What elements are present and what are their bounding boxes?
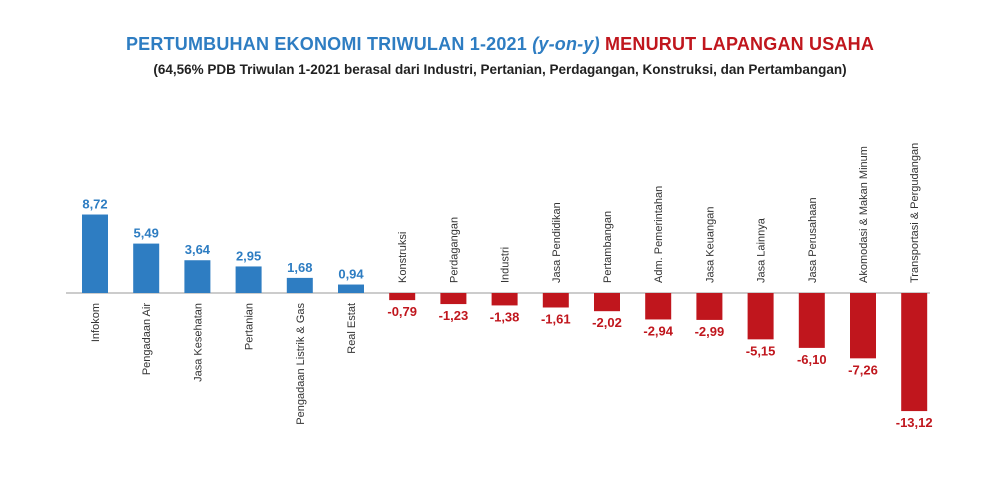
category-label: Pengadaan Air xyxy=(141,303,153,376)
bar xyxy=(645,293,672,320)
bar xyxy=(747,293,774,340)
bar xyxy=(850,293,876,359)
category-label: Pertanian xyxy=(244,303,256,350)
category-label: Jasa Pendidikan xyxy=(551,202,563,283)
category-label: Jasa Perusahaan xyxy=(807,197,819,283)
data-label: -5,15 xyxy=(746,343,776,358)
bar xyxy=(542,293,569,308)
bar xyxy=(594,293,620,312)
bar xyxy=(184,260,211,293)
category-label: Konstruksi xyxy=(397,232,409,283)
title-part1: PERTUMBUHAN EKONOMI TRIWULAN 1-2021 xyxy=(125,34,527,54)
data-label: -6,10 xyxy=(797,352,827,367)
bar xyxy=(338,284,364,293)
category-label: Jasa Kesehatan xyxy=(192,303,204,382)
category-label: Pengadaan Listrik & Gas xyxy=(295,303,307,425)
data-label: 5,49 xyxy=(134,226,159,241)
bar xyxy=(798,293,825,348)
data-label: -2,99 xyxy=(695,324,725,339)
bar xyxy=(901,293,928,412)
bar xyxy=(696,293,723,320)
bar xyxy=(82,214,108,293)
title-part3: MENURUT LAPANGAN USAHA xyxy=(604,34,875,54)
data-label: 1,68 xyxy=(287,260,312,275)
bar xyxy=(235,266,262,293)
bar xyxy=(389,293,416,301)
data-label: -1,23 xyxy=(439,308,469,323)
data-label: -7,26 xyxy=(848,362,878,377)
data-label: 2,95 xyxy=(236,248,261,263)
bar xyxy=(286,277,313,293)
chart-subtitle: (64,56% PDB Triwulan 1-2021 berasal dari… xyxy=(153,62,847,77)
data-label: -1,38 xyxy=(490,309,520,324)
category-label: Perdagangan xyxy=(448,217,460,283)
data-label: -1,61 xyxy=(541,311,571,326)
bar xyxy=(440,293,467,305)
category-label: Infokom xyxy=(90,303,102,342)
category-label: Transportasi & Pergudangan xyxy=(909,143,921,283)
category-label: Industri xyxy=(500,247,512,283)
category-label: Akomodasi & Makan Minum xyxy=(858,146,870,283)
category-label: Jasa Lainnya xyxy=(756,217,768,283)
data-label: -2,02 xyxy=(592,315,622,330)
data-label: -13,12 xyxy=(896,415,933,430)
data-label: 3,64 xyxy=(185,242,211,257)
category-label: Adm. Pemerintahan xyxy=(653,186,665,283)
data-label: 0,94 xyxy=(338,267,364,282)
chart-title: PERTUMBUHAN EKONOMI TRIWULAN 1-2021 (y-o… xyxy=(0,34,1000,55)
category-label: Pertambangan xyxy=(602,211,614,283)
data-label: -0,79 xyxy=(387,304,417,319)
title-part2: (y-on-y) xyxy=(532,34,600,54)
data-label: 8,72 xyxy=(82,197,107,212)
bar xyxy=(133,243,160,293)
category-label: Jasa Keuangan xyxy=(704,207,716,283)
category-label: Real Estat xyxy=(346,303,358,354)
data-label: -2,94 xyxy=(643,323,673,338)
bar xyxy=(491,293,518,306)
